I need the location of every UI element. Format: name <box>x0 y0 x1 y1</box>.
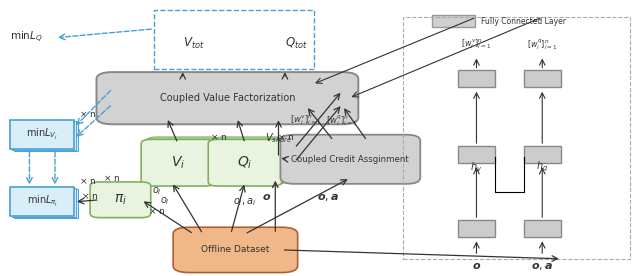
Text: $Q_{tot}$: $Q_{tot}$ <box>285 36 308 51</box>
Text: $\times$ n: $\times$ n <box>79 176 97 186</box>
FancyBboxPatch shape <box>147 137 220 184</box>
Text: $\boldsymbol{o, a}$: $\boldsymbol{o, a}$ <box>317 192 339 203</box>
Bar <box>458 220 495 237</box>
Bar <box>403 17 630 259</box>
Text: $V_{tot}$: $V_{tot}$ <box>182 36 204 51</box>
Text: $h_q$: $h_q$ <box>536 160 548 174</box>
Text: Coupled Credit Assginment: Coupled Credit Assginment <box>291 155 409 164</box>
Text: $o_i, a_i$: $o_i, a_i$ <box>234 197 257 208</box>
Text: $Q_i$: $Q_i$ <box>237 155 253 171</box>
Text: Offline Dataset: Offline Dataset <box>201 245 269 254</box>
Text: $h_v$: $h_v$ <box>470 160 483 174</box>
Text: $\min L_Q$: $\min L_Q$ <box>10 30 43 45</box>
Text: $\times$ n: $\times$ n <box>277 132 294 142</box>
Text: $\times$ n: $\times$ n <box>210 132 228 142</box>
FancyBboxPatch shape <box>90 182 151 218</box>
Text: Coupled Value Factorization: Coupled Value Factorization <box>159 93 295 103</box>
FancyBboxPatch shape <box>97 72 358 124</box>
Bar <box>154 10 314 69</box>
Text: $V_i$: $V_i$ <box>171 155 185 171</box>
Text: $o_i$: $o_i$ <box>152 186 162 197</box>
Bar <box>432 15 475 27</box>
Text: Fully Connected Layer: Fully Connected Layer <box>481 17 566 25</box>
FancyBboxPatch shape <box>208 139 282 186</box>
Text: $\pi_i$: $\pi_i$ <box>114 193 127 207</box>
Text: $[w_i^v]_{i=1}^n$: $[w_i^v]_{i=1}^n$ <box>461 38 492 51</box>
Bar <box>10 120 74 149</box>
Bar <box>524 70 561 87</box>
Bar <box>524 220 561 237</box>
Bar <box>458 146 495 163</box>
Bar <box>458 70 495 87</box>
Text: $\times$ n: $\times$ n <box>103 173 120 183</box>
Text: $\boldsymbol{o}$: $\boldsymbol{o}$ <box>262 192 271 202</box>
FancyBboxPatch shape <box>145 138 218 185</box>
Bar <box>524 146 561 163</box>
Text: $\min L_{V_i}$: $\min L_{V_i}$ <box>26 127 58 142</box>
Text: $[w_i^q]_{i=1}^n$: $[w_i^q]_{i=1}^n$ <box>527 37 557 52</box>
Bar <box>14 189 78 218</box>
Bar <box>14 122 78 151</box>
Text: $\times$ n: $\times$ n <box>81 191 99 201</box>
Text: $[w_i^q]_{i=1}^n$: $[w_i^q]_{i=1}^n$ <box>326 113 358 128</box>
Bar <box>12 121 76 150</box>
Text: $\times$ n: $\times$ n <box>79 109 97 119</box>
Text: $\times$ n: $\times$ n <box>148 206 166 216</box>
Text: $\boldsymbol{o}$: $\boldsymbol{o}$ <box>472 261 481 271</box>
Text: $\min L_{\pi_i}$: $\min L_{\pi_i}$ <box>27 194 58 209</box>
Text: $\boldsymbol{o, a}$: $\boldsymbol{o, a}$ <box>531 261 554 272</box>
FancyBboxPatch shape <box>214 137 287 184</box>
FancyBboxPatch shape <box>211 138 285 185</box>
Text: $V_{share}$: $V_{share}$ <box>265 131 292 145</box>
FancyBboxPatch shape <box>280 135 420 184</box>
Text: $[w_i^v]_{i=1}^n$: $[w_i^v]_{i=1}^n$ <box>290 113 322 127</box>
FancyBboxPatch shape <box>141 139 214 186</box>
FancyBboxPatch shape <box>173 227 298 273</box>
Text: $o_i$: $o_i$ <box>160 195 170 207</box>
Bar <box>12 188 76 217</box>
Bar <box>10 187 74 216</box>
